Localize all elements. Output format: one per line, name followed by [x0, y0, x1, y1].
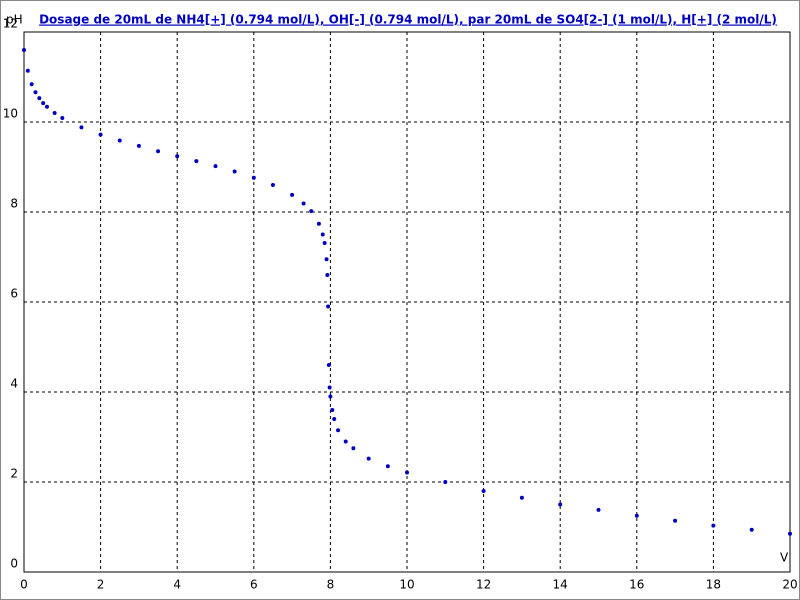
- data-point: [366, 456, 371, 461]
- x-tick-label: 0: [20, 578, 28, 592]
- chart-title: Dosage de 20mL de NH4[+] (0.794 mol/L), …: [39, 13, 777, 27]
- y-tick-label: 6: [10, 287, 18, 301]
- data-point: [596, 507, 601, 512]
- data-point: [98, 132, 103, 137]
- data-point: [60, 115, 65, 120]
- data-point: [327, 385, 332, 390]
- data-point: [270, 183, 275, 187]
- x-tick-label: 18: [706, 578, 721, 592]
- data-point: [290, 192, 295, 197]
- data-point: [320, 232, 325, 237]
- data-point: [336, 428, 341, 433]
- data-point: [788, 531, 792, 536]
- data-point: [343, 439, 348, 444]
- data-point: [52, 111, 57, 115]
- data-point: [136, 143, 141, 148]
- data-point: [330, 408, 335, 412]
- data-point: [79, 125, 84, 130]
- data-point: [385, 464, 390, 469]
- data-point: [117, 138, 122, 143]
- data-point: [309, 209, 314, 214]
- y-axis-label: pH: [6, 13, 23, 27]
- data-point: [326, 304, 331, 309]
- y-tick-label: 10: [3, 107, 18, 121]
- data-point: [22, 48, 26, 52]
- data-point: [232, 169, 237, 174]
- data-point: [326, 363, 331, 367]
- data-point: [634, 513, 639, 518]
- y-tick-label: 0: [10, 557, 18, 571]
- data-point: [749, 527, 754, 532]
- y-tick-label: 8: [10, 197, 18, 211]
- data-point: [558, 502, 563, 507]
- data-point: [405, 470, 409, 475]
- x-tick-label: 12: [476, 578, 491, 592]
- data-point: [194, 159, 199, 164]
- data-point: [332, 417, 337, 421]
- y-tick-label: 12: [3, 17, 18, 31]
- data-point: [44, 104, 49, 109]
- data-point: [33, 90, 38, 95]
- data-point: [673, 518, 678, 523]
- x-tick-label: 8: [327, 578, 335, 592]
- data-point: [351, 446, 356, 451]
- x-tick-label: 4: [173, 578, 181, 592]
- data-point: [41, 101, 46, 106]
- x-tick-label: 2: [97, 578, 105, 592]
- data-point: [175, 154, 180, 159]
- x-tick-label: 14: [553, 578, 568, 592]
- data-point: [322, 241, 327, 246]
- data-point: [37, 96, 42, 101]
- data-point: [519, 495, 524, 500]
- x-axis-label: V: [780, 551, 789, 565]
- data-point: [324, 257, 329, 262]
- x-tick-label: 6: [250, 578, 258, 592]
- data-point: [301, 201, 306, 206]
- data-point: [25, 68, 30, 73]
- data-point: [711, 523, 716, 528]
- data-point: [325, 273, 330, 277]
- data-point: [213, 164, 218, 169]
- x-tick-label: 10: [399, 578, 414, 592]
- x-tick-label: 16: [629, 578, 644, 592]
- y-tick-label: 4: [10, 377, 18, 391]
- data-point: [29, 82, 34, 87]
- data-point: [156, 149, 161, 154]
- y-tick-label: 2: [10, 467, 18, 481]
- data-point: [443, 480, 448, 484]
- x-tick-label: 20: [782, 578, 797, 592]
- data-point: [328, 394, 333, 399]
- data-point: [481, 489, 486, 493]
- data-point: [251, 175, 256, 180]
- data-point: [316, 221, 321, 226]
